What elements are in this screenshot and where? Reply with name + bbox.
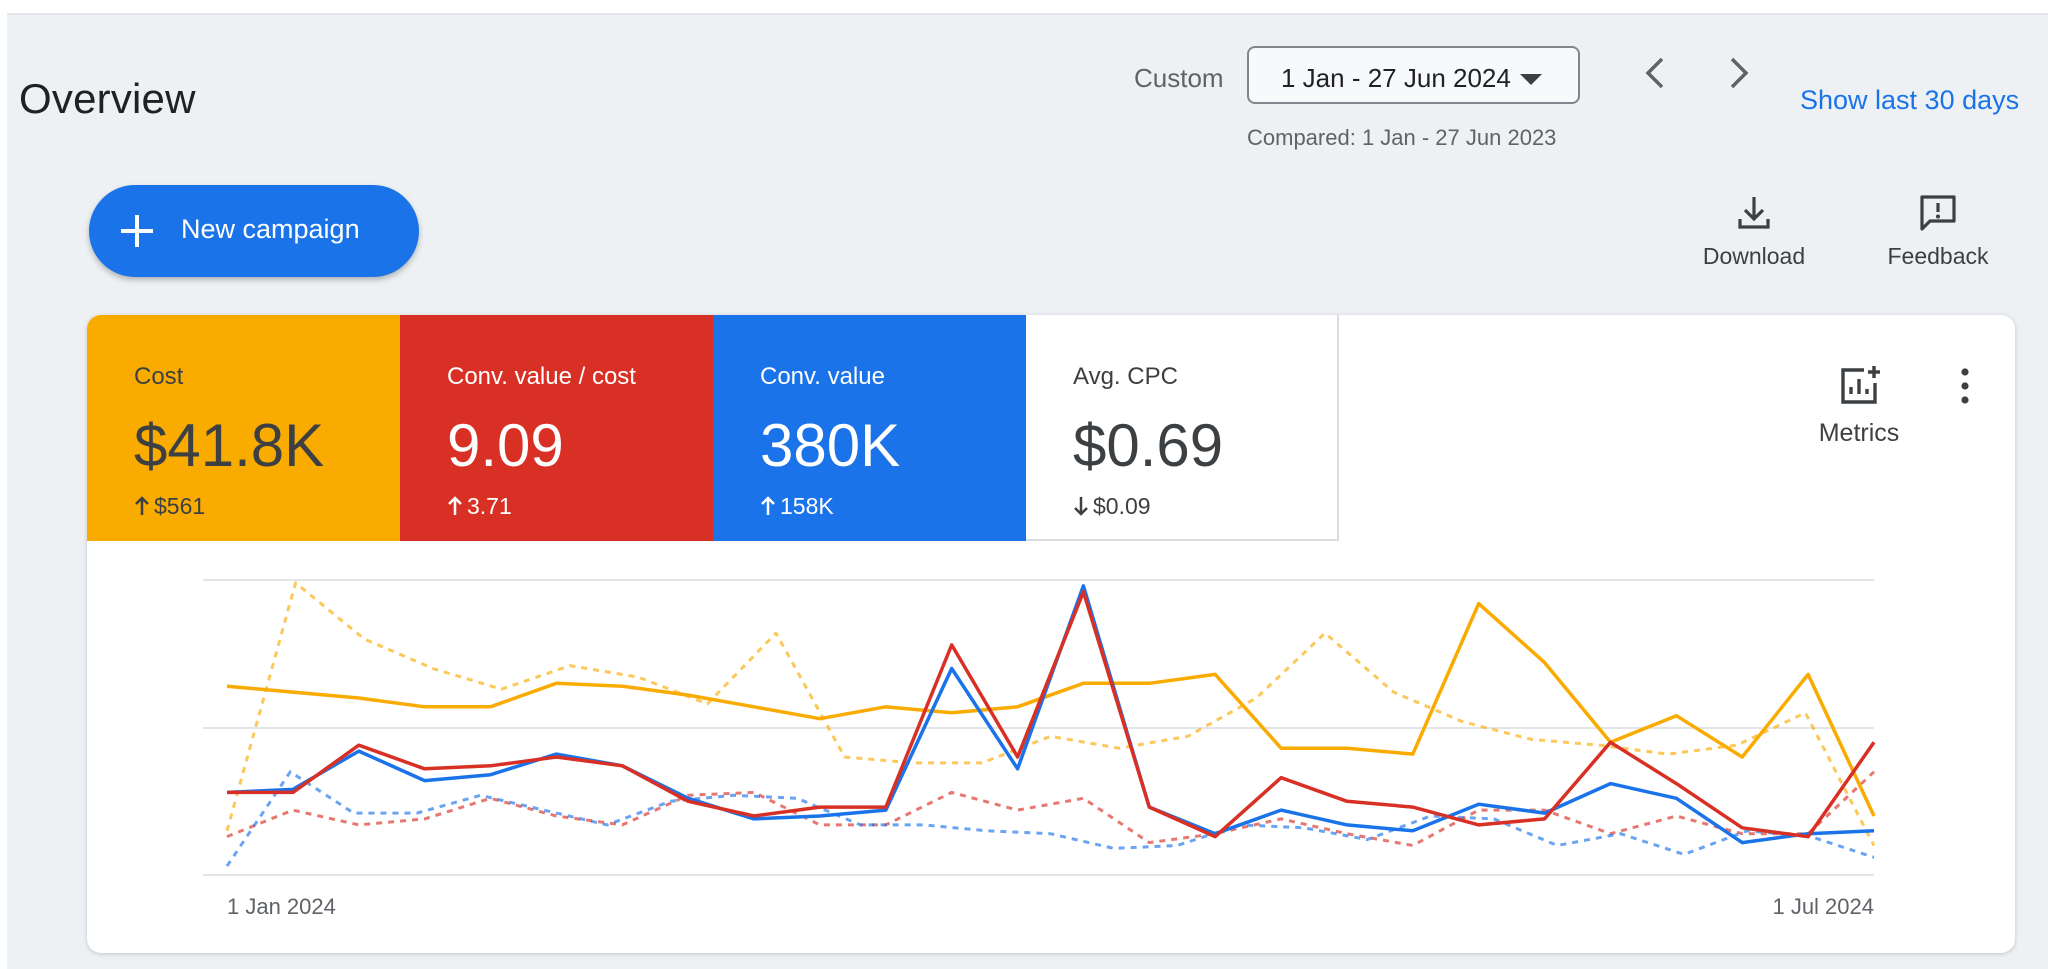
series-line-1	[227, 590, 1876, 839]
page-title: Overview	[19, 75, 196, 122]
performance-line-chart: 1 Jan 2024 1 Jul 2024	[203, 579, 1876, 919]
metric-value: $41.8K	[134, 412, 325, 479]
metric-change: $561	[134, 493, 205, 520]
metric-card-conv-value[interactable]: Conv. value 380K 158K	[713, 315, 1026, 541]
new-campaign-button[interactable]: New campaign	[89, 185, 419, 277]
metric-value: 9.09	[447, 412, 564, 479]
feedback-label: Feedback	[1887, 243, 1989, 269]
caret-down-icon	[1520, 74, 1542, 85]
metric-name: Conv. value	[760, 363, 885, 390]
metrics-button[interactable]: Metrics	[1799, 363, 1919, 448]
metric-change-value: 158K	[780, 493, 834, 519]
metric-card-avg-cpc[interactable]: Avg. CPC $0.69 $0.09	[1026, 315, 1339, 541]
metric-card-conv-value-per-cost[interactable]: Conv. value / cost 9.09 3.71	[400, 315, 713, 541]
metric-change-value: $0.09	[1093, 493, 1151, 519]
more-options-button[interactable]	[1945, 363, 1985, 409]
date-range-value: 1 Jan - 27 Jun 2024	[1281, 63, 1511, 93]
metric-card-cost[interactable]: Cost $41.8K $561	[87, 315, 400, 541]
metric-change-value: $561	[154, 493, 206, 519]
download-icon	[1738, 197, 1770, 229]
series-line-3	[225, 581, 1876, 847]
download-button[interactable]: Download	[1691, 191, 1817, 270]
feedback-icon	[1920, 195, 1956, 231]
arrow-up-icon	[135, 496, 149, 515]
next-period-button[interactable]	[1715, 51, 1759, 95]
more-vert-icon	[1961, 368, 1969, 404]
comparison-range-text: Compared: 1 Jan - 27 Jun 2023	[1247, 125, 1557, 150]
metrics-label: Metrics	[1818, 419, 1900, 447]
arrow-down-icon	[1074, 497, 1088, 516]
series-line-0	[226, 601, 1876, 817]
chevron-left-icon	[1645, 57, 1664, 89]
add-chart-icon	[1841, 366, 1880, 404]
series-line-5	[225, 770, 1875, 867]
date-range-dropdown[interactable]: 1 Jan - 27 Jun 2024	[1247, 46, 1580, 104]
metric-change: 3.71	[447, 493, 512, 520]
chevron-right-icon	[1730, 57, 1749, 89]
performance-card: Cost $41.8K $561 Conv. value / cost 9.09…	[87, 315, 2015, 953]
metric-value: 380K	[760, 412, 901, 479]
date-range-type-label: Custom	[1134, 63, 1224, 93]
x-tick-label: 1 Jul 2024	[1772, 894, 1874, 919]
overview-panel: Overview Custom 1 Jan - 27 Jun 2024 Comp…	[7, 13, 2048, 969]
metric-value: $0.69	[1073, 412, 1224, 479]
show-last-30-days-link[interactable]: Show last 30 days	[1800, 85, 2020, 115]
x-tick-label: 1 Jan 2024	[227, 894, 336, 919]
feedback-button[interactable]: Feedback	[1875, 191, 2001, 270]
metric-name: Cost	[134, 363, 184, 390]
metric-name: Avg. CPC	[1073, 363, 1178, 390]
metric-name: Conv. value / cost	[447, 363, 636, 390]
arrow-up-icon	[448, 496, 462, 515]
plus-icon	[121, 215, 153, 247]
series-line-4	[226, 770, 1876, 847]
previous-period-button[interactable]	[1635, 51, 1679, 95]
new-campaign-label: New campaign	[181, 214, 360, 244]
download-label: Download	[1702, 243, 1806, 269]
metric-change: $0.09	[1073, 493, 1151, 520]
arrow-up-icon	[761, 496, 775, 515]
metric-change: 158K	[760, 493, 834, 520]
metric-change-value: 3.71	[467, 493, 512, 519]
